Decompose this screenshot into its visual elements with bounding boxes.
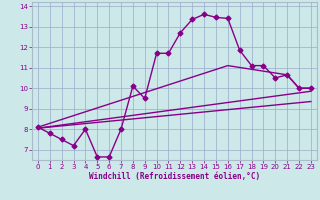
X-axis label: Windchill (Refroidissement éolien,°C): Windchill (Refroidissement éolien,°C) xyxy=(89,172,260,181)
